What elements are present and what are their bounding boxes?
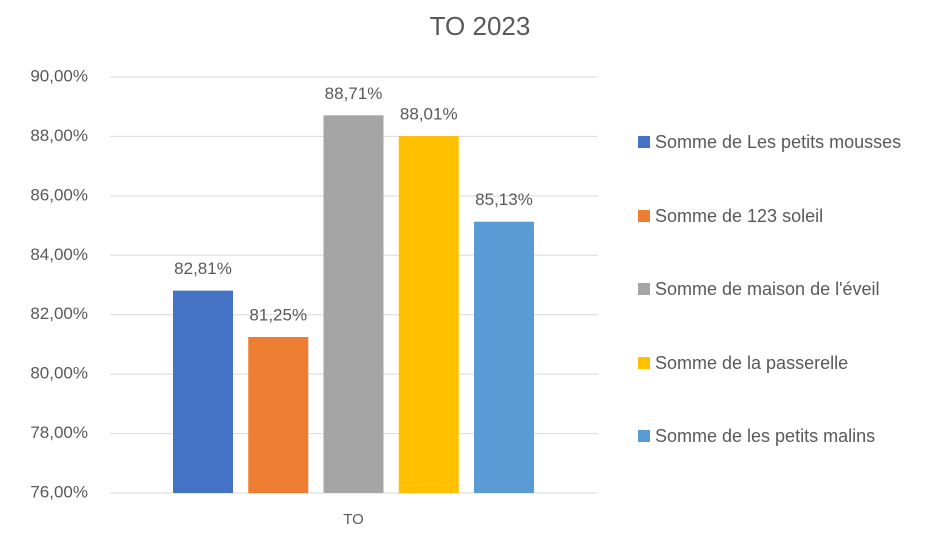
y-tick-label: 84,00%	[30, 245, 88, 264]
bar	[173, 290, 233, 493]
legend-item: Somme de les petits malins	[638, 422, 927, 451]
legend-label: Somme de 123 soleil	[655, 205, 824, 226]
data-label: 88,01%	[400, 105, 458, 124]
y-tick-label: 78,00%	[30, 423, 88, 442]
legend: Somme de Les petits mousses Somme de 123 …	[638, 0, 932, 537]
bar	[474, 221, 534, 494]
legend-label: Somme de maison de l'éveil	[655, 279, 880, 299]
data-label: 81,25%	[249, 305, 307, 324]
data-label: 82,81%	[174, 259, 232, 278]
legend-item: Somme de la passerelle	[638, 349, 927, 378]
y-tick-label: 86,00%	[30, 185, 88, 204]
legend-label: Somme de la passerelle	[655, 352, 849, 373]
data-label: 85,13%	[475, 190, 533, 209]
bar	[398, 136, 459, 494]
legend-swatch	[638, 430, 650, 442]
legend-label: Somme de Les petits mousses	[655, 132, 902, 152]
bar	[323, 115, 384, 494]
legend-item: Somme de maison de l'éveil	[638, 275, 927, 304]
y-tick-label: 88,00%	[30, 126, 88, 145]
legend-swatch	[638, 209, 650, 222]
y-tick-label: 90,00%	[30, 66, 88, 85]
data-label: 88,71%	[325, 84, 383, 103]
x-tick-label: TO	[343, 511, 364, 528]
y-tick-label: 80,00%	[30, 364, 88, 383]
chart-title: TO 2023	[430, 11, 531, 41]
legend-swatch	[638, 136, 650, 148]
legend-label: Somme de les petits malins	[655, 426, 876, 446]
legend-swatch	[638, 283, 650, 295]
legend-item: Somme de Les petits mousses	[638, 128, 927, 157]
legend-item: Somme de 123 soleil	[638, 202, 927, 231]
y-tick-label: 76,00%	[30, 482, 88, 501]
bar	[248, 337, 309, 493]
legend-swatch	[638, 356, 650, 369]
y-tick-label: 82,00%	[30, 304, 88, 323]
